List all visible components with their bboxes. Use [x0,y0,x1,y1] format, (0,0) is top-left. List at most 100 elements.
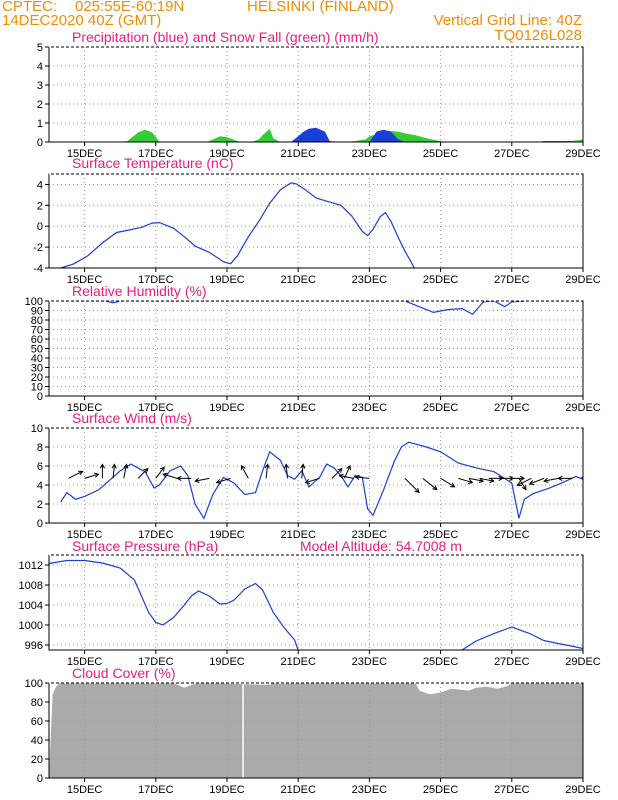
wind-arrow-head [215,478,222,484]
header-model-id: TQ0126L028 [494,27,582,44]
x-tick-label: 25DEC [423,784,459,796]
wind-plot-area [49,428,591,523]
wind-arrow-head [543,477,549,483]
header-source: CPTEC: [2,0,58,15]
x-tick-label: 15DEC [67,148,103,160]
precipitation-panel: 0 1 2 3 4 5 15DEC 17DEC 19DEC 21DEC 23DEC 25DEC 27DE… [37,29,601,160]
wind-arrow-head [414,487,420,494]
wind-arrow-shaft [355,476,370,479]
x-tick-label: 21DEC [280,148,316,160]
x-tick-label: 19DEC [209,529,245,541]
x-tick-label: 19DEC [209,784,245,796]
wind-arrow [528,477,545,485]
wind-arrow [264,463,270,479]
wind-arrow-shaft [458,477,473,484]
wind-arrow-shaft [137,468,149,479]
x-tick-label: 15DEC [67,274,103,286]
x-tick-label: 19DEC [209,656,245,668]
y-tick-label: 50 [31,344,43,356]
wind-arrow [543,477,559,483]
y-tick-label: 60 [31,334,43,346]
y-tick-label: 10 [31,382,43,394]
chart-header: CPTEC: 025:55E-60:19N HELSINKI (FINLAND)… [0,0,618,48]
wind-title: Surface Wind (m/s) [72,410,192,426]
wind-arrow-head [176,475,182,481]
wind-arrow-shaft [68,470,83,479]
wind-arrow-head [346,464,351,471]
y-tick-label: 20 [31,754,43,766]
wind-arrow-head [478,477,485,483]
x-tick-label: 25DEC [423,148,459,160]
header-datetime: 14DEC2020 40Z (GMT) [2,12,162,29]
wind-arrow [304,477,320,484]
wind-arrow [518,478,527,491]
y-tick-label: 80 [31,315,43,327]
wind-arrow-shaft [301,464,304,479]
x-tick-label: 27DEC [494,784,530,796]
x-tick-label: 23DEC [352,656,388,668]
x-tick-label: 29DEC [565,784,601,796]
y-tick-label: 4 [37,179,43,191]
y-tick-label: 1008 [19,580,43,592]
y-tick-label: 1000 [19,620,43,632]
header-grid-line-note: Vertical Grid Line: 40Z [433,12,582,29]
x-tick-label: 27DEC [494,274,530,286]
wind-arrow [557,475,573,481]
x-tick-label: 25DEC [423,529,459,541]
wind-arrow [84,472,100,479]
wind-arrow-shaft [529,477,545,485]
x-tick-label: 19DEC [209,274,245,286]
pressure-line-segment-1 [461,626,583,650]
x-tick-label: 21DEC [280,529,316,541]
x-tick-label: 25DEC [423,402,459,414]
wind-arrow [338,473,354,479]
temperature-frame [48,173,584,269]
wind-arrow [240,464,249,479]
x-tick-label: 27DEC [494,148,530,160]
wind-arrow-shaft [422,477,438,490]
y-tick-label: -2 [33,242,43,254]
precipitation-title: Precipitation (blue) and Snow Fall (gree… [72,29,379,45]
x-tick-label: 15DEC [67,784,103,796]
y-tick-label: 3 [37,80,43,92]
wind-arrow-shaft [440,477,455,488]
temperature-line [60,182,415,268]
wind-arrow-shaft [543,477,559,482]
wind-arrow [111,463,117,479]
wind-arrow-shaft [518,478,527,490]
wind-arrow-head [264,463,270,469]
y-tick-label: 1004 [19,600,43,612]
x-tick-label: 29DEC [565,148,601,160]
wind-arrow-head [587,469,591,473]
wind-arrow [283,463,290,479]
wind-arrow-shaft [404,477,420,493]
y-tick-label: 20 [31,372,43,384]
wind-arrow-shaft [112,464,115,479]
model-altitude-label: Model Altitude: 54.7008 m [300,538,462,554]
precipitation-area [60,127,583,142]
wind-arrow [123,463,129,479]
cloud-cover-plot-area [49,683,583,778]
x-tick-label: 21DEC [280,784,316,796]
wind-arrow-shaft [468,477,484,482]
wind-arrow-shaft [216,477,231,484]
wind-arrow-shaft [240,465,249,479]
wind-arrow-head [521,485,527,491]
temperature-title: Surface Temperature (nC) [72,155,234,171]
x-tick-label: 21DEC [280,402,316,414]
y-tick-label: 40 [31,735,43,747]
wind-arrow [404,477,420,494]
wind-arrow-head [78,470,84,476]
wind-arrow-shaft [339,475,354,479]
wind-arrow-head [123,463,129,469]
pressure-frame [48,554,584,651]
wind-arrow [331,467,343,479]
y-tick-label: 100 [25,678,43,690]
wind-arrow [215,477,231,484]
x-tick-label: 17DEC [138,656,174,668]
y-tick-label: 100 [25,296,43,308]
humidity-line [60,301,583,316]
wind-arrow-shaft [84,473,99,479]
wind-arrow-head [557,475,563,481]
